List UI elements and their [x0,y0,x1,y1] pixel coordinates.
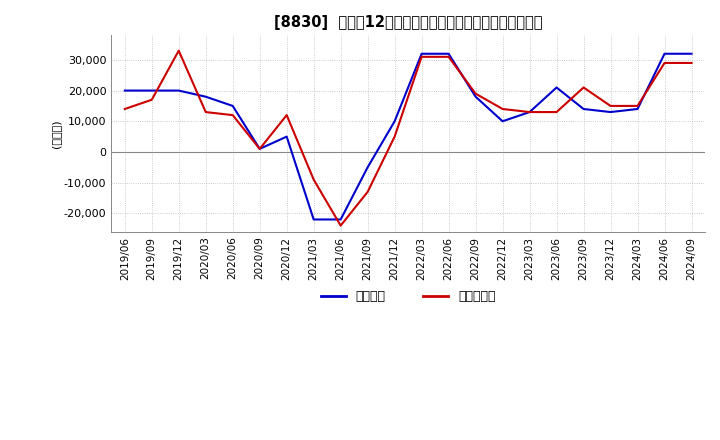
Legend: 経常利益, 当期純利益: 経常利益, 当期純利益 [315,285,500,308]
Y-axis label: (百万円): (百万円) [51,119,61,148]
Title: [8830]  利益の12か月移動合計の対前年同期増減額の推移: [8830] 利益の12か月移動合計の対前年同期増減額の推移 [274,15,542,30]
